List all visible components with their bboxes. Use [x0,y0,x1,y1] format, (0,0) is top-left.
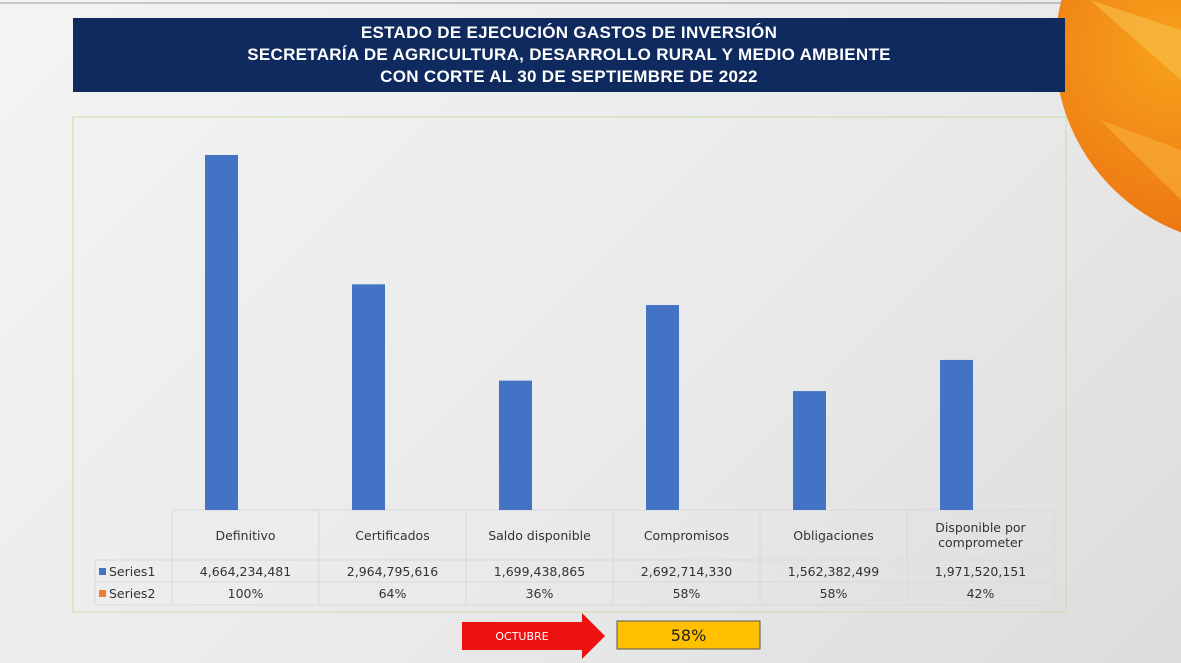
value-label: 1,562,382,499 [760,560,907,582]
value-label: 58% [613,582,760,605]
bar [940,360,973,510]
bar [793,391,826,510]
category-label: Definitivo [172,510,319,560]
value-label: 1,971,520,151 [907,560,1054,582]
legend-key [99,568,106,575]
value-label: 42% [907,582,1054,605]
legend-entry: Series2 [95,582,172,605]
chart-title: ESTADO DE EJECUCIÓN GASTOS DE INVERSIÓN … [73,18,1065,92]
value-label: 1,699,438,865 [466,560,613,582]
legend-key [99,590,106,597]
bar [499,381,532,510]
value-label: 2,692,714,330 [613,560,760,582]
title-line: SECRETARÍA DE AGRICULTURA, DESARROLLO RU… [73,44,1065,66]
annotation: 58% [617,621,760,649]
legend-label: Series2 [109,586,155,601]
value-label: 64% [319,582,466,605]
bar [205,155,238,510]
category-label: Certificados [319,510,466,560]
legend-entry: Series1 [95,560,172,582]
bar [646,305,679,510]
category-label: Disponible por comprometer [907,510,1054,560]
legend-label: Series1 [109,564,155,579]
value-label: 58% [760,582,907,605]
category-label: Obligaciones [760,510,907,560]
value-label: 4,664,234,481 [172,560,319,582]
value-label: 100% [172,582,319,605]
category-label: Saldo disponible [466,510,613,560]
title-line: CON CORTE AL 30 DE SEPTIEMBRE DE 2022 [73,66,1065,88]
title-line: ESTADO DE EJECUCIÓN GASTOS DE INVERSIÓN [73,22,1065,44]
slide: ESTADO DE EJECUCIÓN GASTOS DE INVERSIÓN … [0,0,1181,663]
category-label: Compromisos [613,510,760,560]
bar [352,284,385,510]
value-label: 2,964,795,616 [319,560,466,582]
annotation: OCTUBRE [462,622,582,650]
value-label: 36% [466,582,613,605]
